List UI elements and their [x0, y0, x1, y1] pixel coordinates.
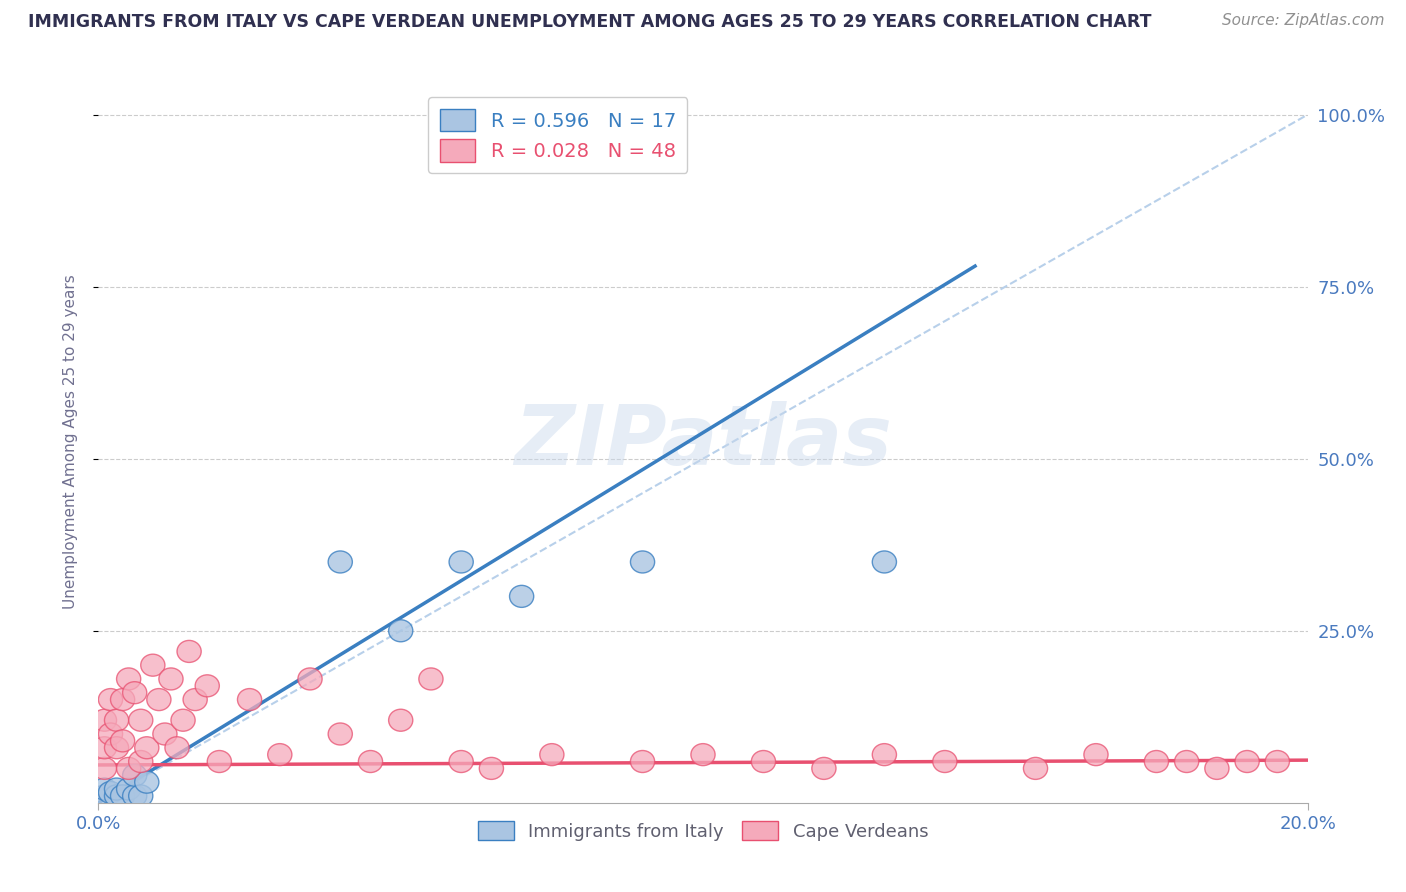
Ellipse shape: [1265, 750, 1289, 772]
Ellipse shape: [449, 750, 474, 772]
Ellipse shape: [117, 668, 141, 690]
Ellipse shape: [135, 737, 159, 759]
Ellipse shape: [129, 750, 153, 772]
Y-axis label: Unemployment Among Ages 25 to 29 years: Unemployment Among Ages 25 to 29 years: [63, 274, 77, 609]
Ellipse shape: [419, 668, 443, 690]
Ellipse shape: [146, 689, 172, 711]
Ellipse shape: [449, 551, 474, 573]
Ellipse shape: [93, 757, 117, 780]
Text: IMMIGRANTS FROM ITALY VS CAPE VERDEAN UNEMPLOYMENT AMONG AGES 25 TO 29 YEARS COR: IMMIGRANTS FROM ITALY VS CAPE VERDEAN UN…: [28, 13, 1152, 31]
Ellipse shape: [872, 744, 897, 765]
Ellipse shape: [117, 778, 141, 800]
Ellipse shape: [479, 757, 503, 780]
Ellipse shape: [1174, 750, 1199, 772]
Ellipse shape: [177, 640, 201, 663]
Ellipse shape: [111, 730, 135, 752]
Ellipse shape: [153, 723, 177, 745]
Ellipse shape: [111, 785, 135, 807]
Ellipse shape: [298, 668, 322, 690]
Ellipse shape: [509, 585, 534, 607]
Text: ZIPatlas: ZIPatlas: [515, 401, 891, 482]
Ellipse shape: [932, 750, 957, 772]
Ellipse shape: [1234, 750, 1260, 772]
Ellipse shape: [117, 757, 141, 780]
Ellipse shape: [104, 737, 129, 759]
Ellipse shape: [111, 689, 135, 711]
Ellipse shape: [630, 750, 655, 772]
Ellipse shape: [872, 551, 897, 573]
Ellipse shape: [388, 709, 413, 731]
Ellipse shape: [104, 785, 129, 807]
Ellipse shape: [98, 723, 122, 745]
Legend: Immigrants from Italy, Cape Verdeans: Immigrants from Italy, Cape Verdeans: [471, 814, 935, 848]
Ellipse shape: [104, 709, 129, 731]
Ellipse shape: [135, 772, 159, 793]
Ellipse shape: [129, 709, 153, 731]
Ellipse shape: [328, 551, 353, 573]
Ellipse shape: [751, 750, 776, 772]
Ellipse shape: [328, 723, 353, 745]
Ellipse shape: [238, 689, 262, 711]
Ellipse shape: [388, 620, 413, 641]
Ellipse shape: [93, 785, 117, 807]
Ellipse shape: [1084, 744, 1108, 765]
Ellipse shape: [98, 781, 122, 804]
Ellipse shape: [141, 654, 165, 676]
Ellipse shape: [207, 750, 232, 772]
Ellipse shape: [93, 709, 117, 731]
Ellipse shape: [359, 750, 382, 772]
Text: Source: ZipAtlas.com: Source: ZipAtlas.com: [1222, 13, 1385, 29]
Ellipse shape: [172, 709, 195, 731]
Ellipse shape: [122, 681, 146, 704]
Ellipse shape: [98, 689, 122, 711]
Ellipse shape: [159, 668, 183, 690]
Ellipse shape: [183, 689, 207, 711]
Ellipse shape: [540, 744, 564, 765]
Ellipse shape: [122, 764, 146, 786]
Ellipse shape: [93, 778, 117, 800]
Ellipse shape: [93, 737, 117, 759]
Ellipse shape: [267, 744, 292, 765]
Ellipse shape: [129, 785, 153, 807]
Ellipse shape: [195, 675, 219, 697]
Ellipse shape: [1024, 757, 1047, 780]
Ellipse shape: [1205, 757, 1229, 780]
Ellipse shape: [122, 785, 146, 807]
Ellipse shape: [811, 757, 837, 780]
Ellipse shape: [1144, 750, 1168, 772]
Ellipse shape: [690, 744, 716, 765]
Ellipse shape: [104, 778, 129, 800]
Ellipse shape: [630, 551, 655, 573]
Ellipse shape: [165, 737, 188, 759]
